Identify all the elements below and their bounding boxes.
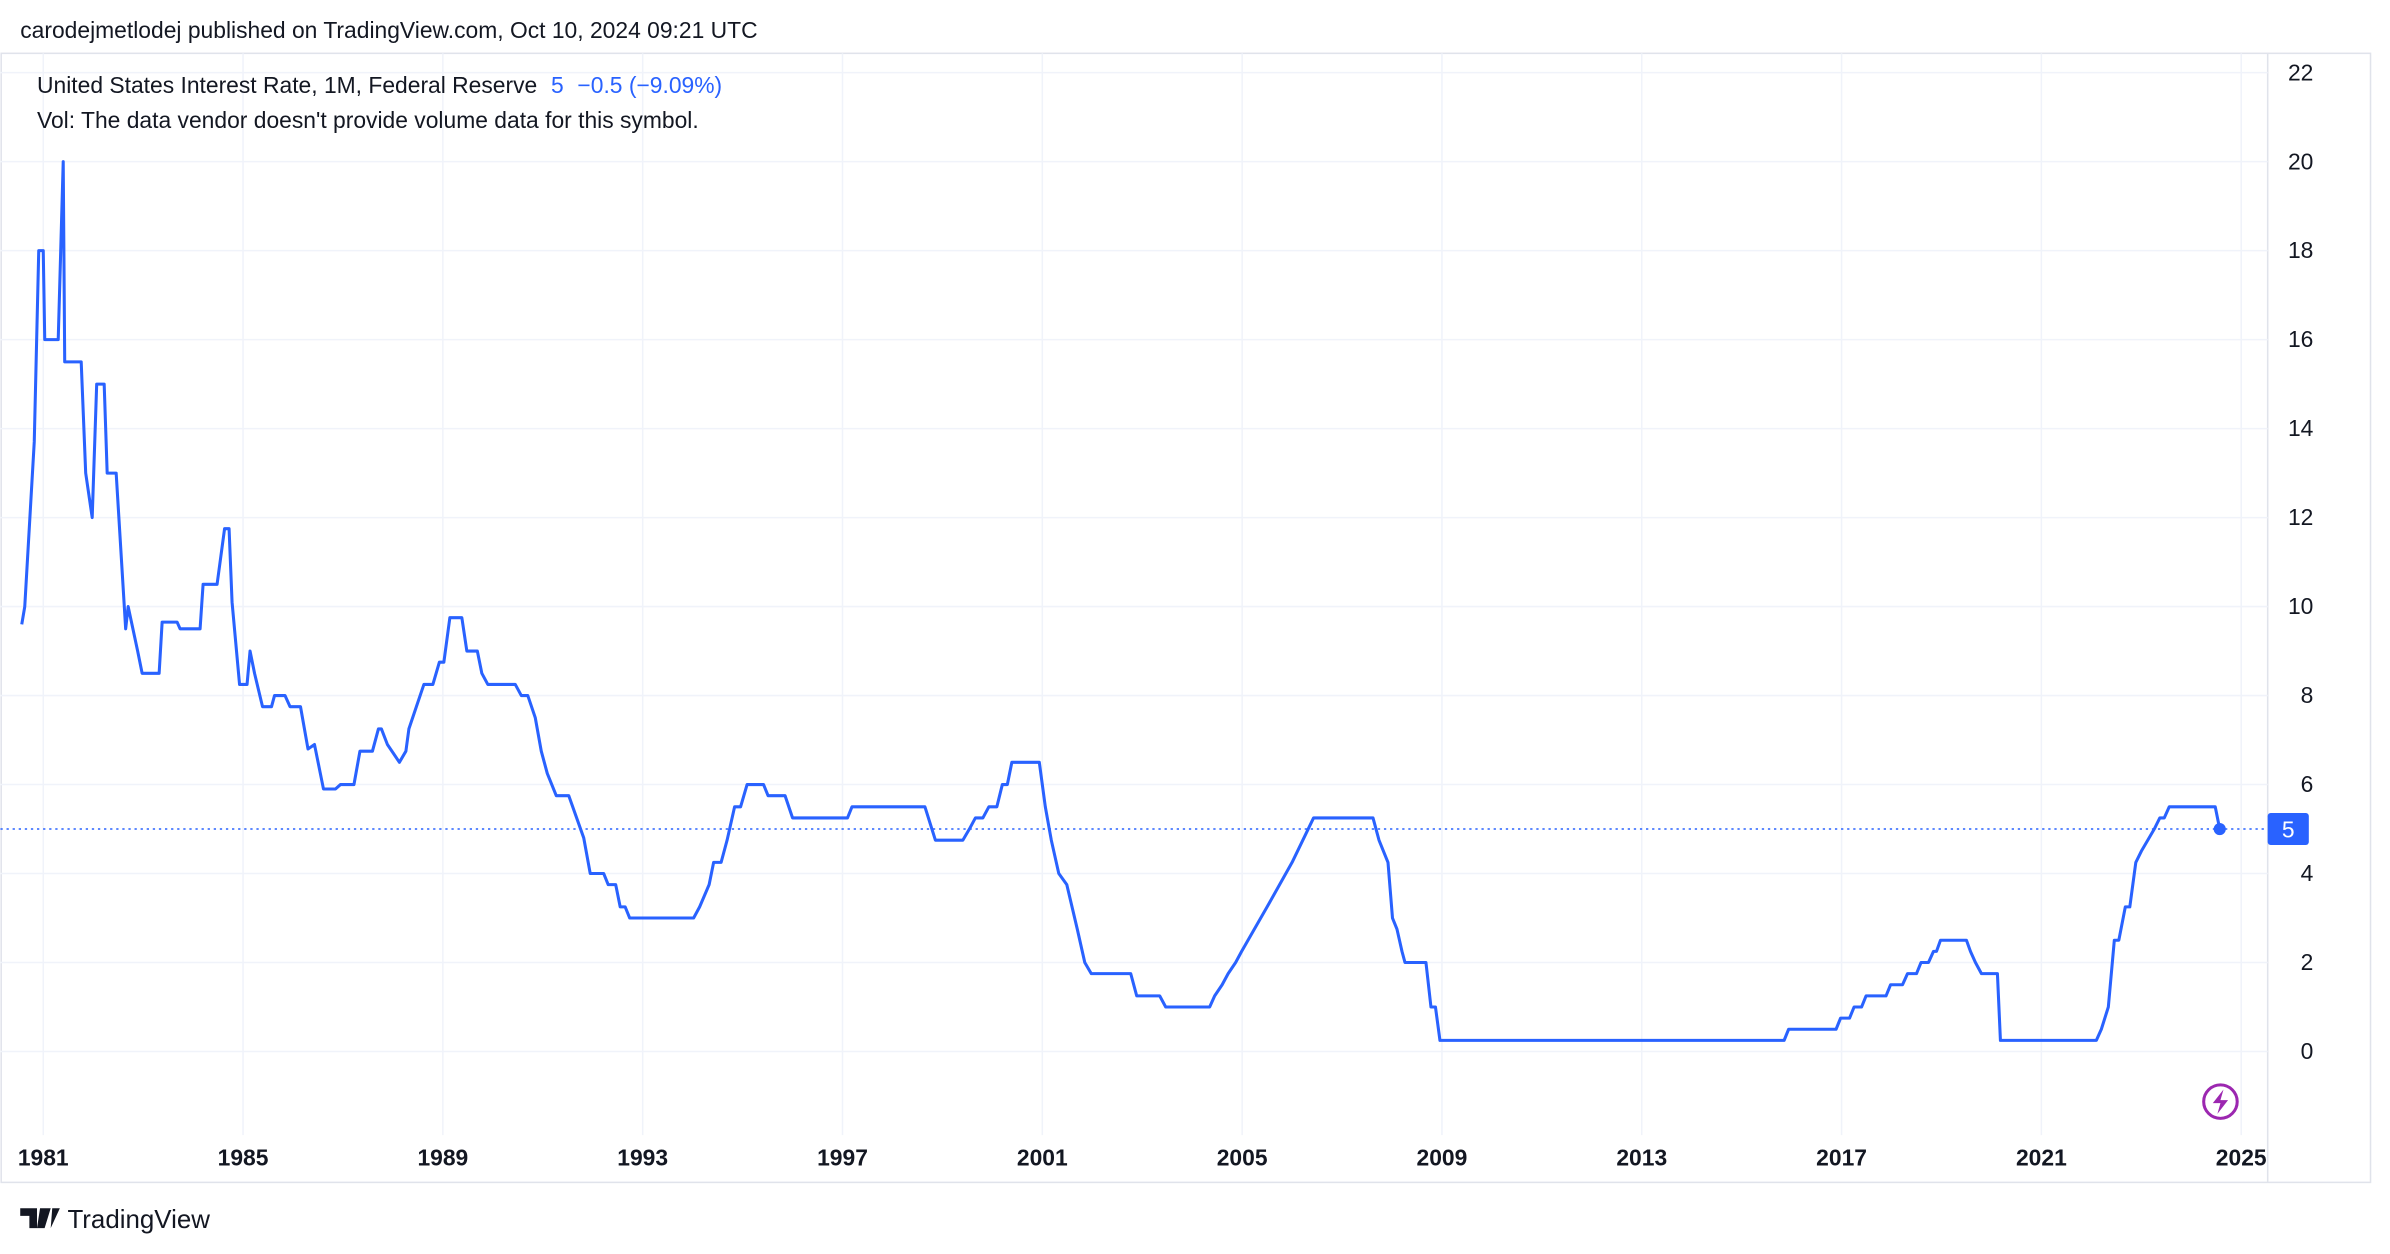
x-tick-label: 2021 — [2016, 1145, 2067, 1171]
y-tick-label: 20 — [2288, 148, 2313, 174]
x-tick-label: 1985 — [218, 1145, 269, 1171]
y-tick-label: 14 — [2288, 415, 2314, 441]
y-tick-label: 0 — [2301, 1038, 2314, 1064]
y-tick-label: 10 — [2288, 593, 2313, 619]
x-tick-label: 2025 — [2216, 1145, 2267, 1171]
line-series — [20, 160, 2222, 1042]
y-tick-label: 2 — [2301, 949, 2314, 975]
logo-mark — [20, 1208, 60, 1229]
price-label-box — [2267, 813, 2309, 846]
y-tick-label: 8 — [2301, 682, 2314, 708]
y-tick-label: 12 — [2288, 504, 2313, 530]
logo: TradingView — [20, 1206, 210, 1234]
x-tick-label: 2001 — [1017, 1145, 1068, 1171]
footer: TradingView — [67, 1206, 210, 1234]
y-tick-label: 4 — [2301, 860, 2314, 886]
x-tick-label: 2005 — [1217, 1145, 1268, 1171]
y-tick-label: 16 — [2288, 326, 2313, 352]
x-tick-label: 1981 — [18, 1145, 69, 1171]
icon-bolt — [2212, 1089, 2229, 1114]
header: carodejmetlodej published on TradingView… — [20, 17, 757, 43]
x-tick-label: 1989 — [417, 1145, 468, 1171]
y-tick-label: 6 — [2301, 771, 2314, 797]
price-label: 5 — [2282, 816, 2295, 842]
x-tick-label: 1997 — [817, 1145, 868, 1171]
x-tick-label: 2017 — [1816, 1145, 1867, 1171]
legend-last-value: 5 — [551, 72, 564, 98]
x-tick-label: 2009 — [1417, 1145, 1468, 1171]
legend: United States Interest Rate, 1M, Federal… — [37, 72, 722, 98]
lightning-icon[interactable] — [2202, 1083, 2239, 1120]
icon-circle — [2202, 1083, 2239, 1120]
y-tick-label: 18 — [2288, 237, 2313, 263]
legend-name: United States Interest Rate, 1M, Federal… — [37, 72, 537, 98]
y-tick-label: 22 — [2288, 59, 2313, 85]
x-tick-label: 2013 — [1616, 1145, 1667, 1171]
volume-note: Vol: The data vendor doesn't provide vol… — [37, 107, 699, 133]
x-tick-label: 1993 — [617, 1145, 668, 1171]
legend-change: −0.5 (−9.09%) — [577, 72, 722, 98]
grid — [0, 53, 2268, 1136]
last-point — [2213, 822, 2226, 836]
pane-border — [0, 52, 2372, 1184]
